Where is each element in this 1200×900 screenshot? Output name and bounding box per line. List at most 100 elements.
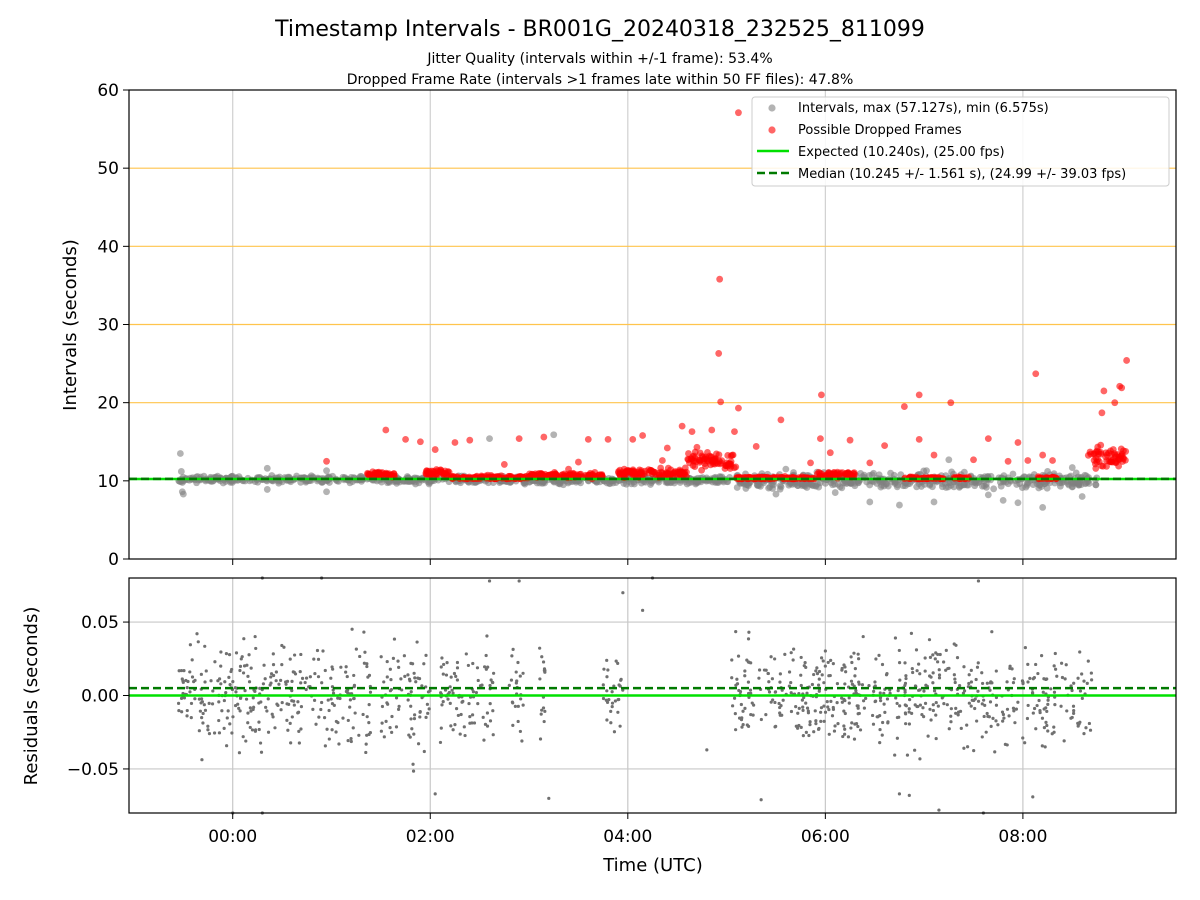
residual-point <box>237 706 241 710</box>
residual-point <box>354 647 358 651</box>
residual-point <box>767 680 771 684</box>
residual-point <box>886 721 890 725</box>
residual-point <box>407 733 411 737</box>
residual-point <box>207 701 211 705</box>
residual-point <box>985 711 989 716</box>
residual-point <box>426 690 431 694</box>
residual-point <box>1031 795 1035 799</box>
residual-point <box>1052 664 1056 668</box>
residual-point <box>382 735 386 739</box>
residual-point <box>817 726 821 731</box>
residual-point <box>819 706 824 710</box>
interval-point <box>926 480 934 488</box>
interval-point <box>930 498 938 506</box>
dropped-frame-point <box>716 275 724 283</box>
residual-point <box>969 680 974 684</box>
residual-point <box>962 665 966 669</box>
residual-point <box>514 670 518 674</box>
dropped-frame-point <box>735 404 742 412</box>
residual-point <box>254 646 258 651</box>
residual-point <box>996 723 1000 727</box>
residual-point <box>368 690 373 694</box>
residual-point <box>819 719 823 723</box>
residual-point <box>1001 719 1005 723</box>
residual-point <box>990 630 994 634</box>
chart-subtitle-jitter: Jitter Quality (intervals within +/-1 fr… <box>426 51 772 67</box>
dropped-frame-point <box>1103 462 1110 470</box>
residual-point <box>420 684 424 688</box>
residual-point <box>993 750 997 754</box>
dropped-frame-point <box>638 468 645 476</box>
residual-point <box>870 713 875 718</box>
residual-point <box>217 731 222 735</box>
dropped-frame-point <box>688 455 696 463</box>
residual-point <box>778 672 782 676</box>
residual-point <box>1046 698 1050 702</box>
residual-point <box>854 691 858 695</box>
dropped-frame-point <box>1094 443 1102 451</box>
residual-point <box>259 700 263 704</box>
residual-point <box>1013 721 1017 725</box>
residual-point <box>284 682 288 686</box>
residual-point <box>352 673 356 678</box>
residual-point <box>1014 707 1019 711</box>
dropped-frame-point <box>500 461 508 468</box>
residual-point <box>746 637 751 641</box>
residual-point <box>331 667 335 671</box>
interval-point <box>877 483 885 491</box>
dropped-frame-point <box>900 403 908 410</box>
dropped-frame-point <box>621 469 629 477</box>
interval-point <box>997 482 1005 490</box>
residual-point <box>949 720 953 724</box>
residual-point <box>928 674 932 678</box>
residual-point <box>990 681 994 685</box>
dropped-frame-point <box>369 472 377 480</box>
residual-point <box>257 720 261 724</box>
residual-point <box>238 709 242 713</box>
dropped-frame-point <box>947 399 955 407</box>
x-tick-label: 06:00 <box>801 827 850 847</box>
residual-point <box>297 710 301 714</box>
residual-point <box>389 687 394 692</box>
residual-point <box>485 724 490 728</box>
residual-point <box>1026 662 1030 666</box>
residual-point <box>740 725 744 729</box>
residual-point <box>736 654 741 658</box>
residual-point <box>781 698 785 702</box>
residual-point <box>745 723 749 727</box>
residual-point <box>339 665 343 669</box>
residual-point <box>203 708 208 712</box>
residual-point <box>1076 676 1080 680</box>
residual-point <box>462 725 466 729</box>
residual-point <box>410 727 414 731</box>
residual-point <box>466 663 470 668</box>
interval-point <box>275 479 283 487</box>
residual-point <box>1021 681 1025 686</box>
intervals-y-tick-label: 0 <box>108 550 119 570</box>
residual-point <box>797 723 801 728</box>
residual-point <box>843 732 847 736</box>
residual-point <box>408 679 412 683</box>
residual-point <box>610 701 615 705</box>
residuals-plot-frame <box>128 577 1177 814</box>
dropped-frame-point <box>833 471 841 479</box>
residual-point <box>177 669 181 673</box>
residual-point <box>353 711 357 715</box>
residual-point <box>253 729 257 733</box>
residual-point <box>323 744 327 748</box>
residual-point <box>799 655 803 660</box>
residual-point <box>847 701 851 705</box>
residual-point <box>804 665 808 669</box>
residual-point <box>482 738 486 742</box>
dropped-frame-point <box>1098 409 1106 417</box>
residual-point <box>766 671 770 676</box>
residual-point <box>263 677 267 681</box>
residual-point <box>741 709 745 713</box>
residual-point <box>219 650 223 654</box>
residual-point <box>379 655 383 659</box>
residual-point <box>861 699 866 703</box>
residual-point <box>616 710 620 714</box>
residual-point <box>885 697 890 701</box>
residual-point <box>420 696 424 700</box>
residual-point <box>412 671 416 675</box>
